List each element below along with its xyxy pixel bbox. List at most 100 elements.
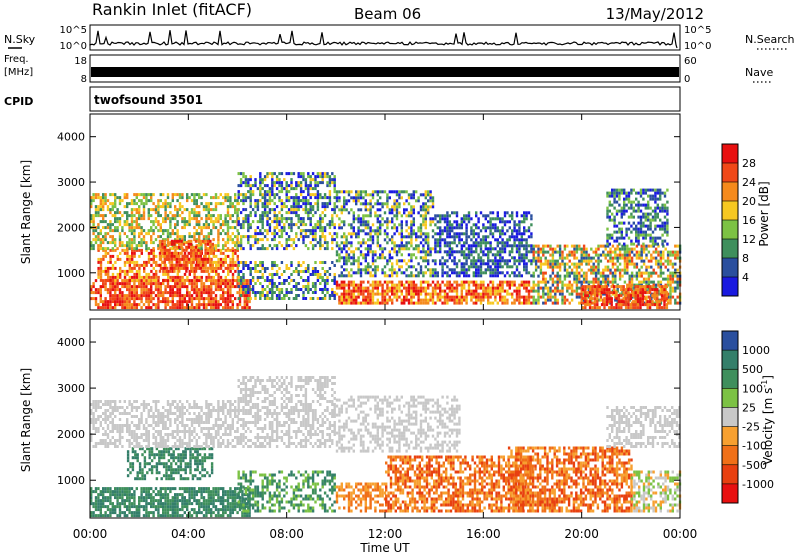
heat-cell bbox=[558, 280, 562, 284]
heat-cell bbox=[304, 205, 308, 209]
heat-cell bbox=[343, 223, 346, 227]
heat-cell bbox=[410, 238, 413, 242]
heat-cell bbox=[162, 297, 165, 301]
heat-cell bbox=[544, 259, 547, 263]
heat-cell bbox=[111, 266, 115, 270]
heat-cell bbox=[518, 274, 521, 278]
heat-cell bbox=[460, 217, 463, 221]
heat-cell bbox=[393, 271, 396, 275]
heat-cell bbox=[163, 260, 166, 264]
heat-cell bbox=[475, 286, 478, 290]
heat-cell bbox=[544, 298, 547, 302]
heat-cell bbox=[369, 295, 372, 299]
heat-cell bbox=[299, 223, 303, 227]
heat-cell bbox=[568, 265, 571, 269]
heat-cell bbox=[319, 196, 322, 200]
heat-cell bbox=[472, 265, 475, 269]
heat-cell bbox=[333, 184, 336, 188]
heat-cell bbox=[431, 280, 435, 284]
heat-cell bbox=[155, 260, 158, 264]
heat-cell bbox=[621, 268, 624, 272]
heat-cell bbox=[371, 190, 375, 194]
heat-cell bbox=[347, 289, 351, 293]
heat-cell bbox=[215, 263, 218, 267]
heat-cell bbox=[666, 280, 670, 284]
heat-cell bbox=[244, 288, 248, 291]
heat-cell bbox=[224, 260, 227, 264]
heat-cell bbox=[314, 235, 317, 239]
heat-cell bbox=[178, 294, 182, 298]
heat-cell bbox=[489, 226, 492, 230]
heat-cell bbox=[295, 232, 298, 236]
heat-cell bbox=[467, 289, 471, 293]
heat-cell bbox=[489, 301, 492, 305]
heat-cell bbox=[511, 211, 514, 215]
heat-cell bbox=[398, 265, 401, 269]
heat-cell bbox=[278, 288, 281, 291]
heat-cell bbox=[558, 289, 562, 293]
heat-cell bbox=[412, 229, 415, 233]
heat-cell bbox=[542, 277, 545, 281]
heat-cell bbox=[128, 263, 131, 267]
heat-cell bbox=[94, 297, 98, 301]
heat-cell bbox=[323, 294, 327, 297]
heat-cell bbox=[234, 205, 237, 209]
heat-cell bbox=[458, 274, 461, 278]
heat-cell bbox=[126, 193, 129, 197]
heat-cell bbox=[630, 250, 634, 254]
heat-cell bbox=[364, 289, 367, 293]
heat-cell bbox=[198, 266, 201, 270]
heat-cell bbox=[352, 301, 355, 305]
heat-cell bbox=[333, 264, 336, 267]
heat-cell bbox=[424, 232, 427, 236]
heat-cell bbox=[214, 303, 218, 307]
heat-cell bbox=[518, 229, 521, 233]
heat-cell bbox=[123, 232, 126, 236]
heat-cell bbox=[436, 271, 439, 275]
heat-cell bbox=[224, 282, 227, 286]
heat-cell bbox=[530, 223, 533, 227]
heat-cell bbox=[202, 257, 205, 261]
heat-cell bbox=[302, 175, 305, 179]
heat-cell bbox=[128, 306, 131, 310]
heat-cell bbox=[659, 265, 663, 269]
heat-cell bbox=[367, 298, 370, 302]
heat-cell bbox=[247, 297, 250, 300]
heat-cell bbox=[173, 257, 176, 261]
heat-cell bbox=[222, 263, 225, 267]
heat-cell bbox=[205, 303, 208, 307]
heat-cell bbox=[111, 229, 114, 233]
heat-cell bbox=[197, 239, 200, 243]
heat-cell bbox=[299, 276, 303, 279]
heat-cell bbox=[157, 223, 160, 227]
heat-cell bbox=[114, 275, 117, 279]
heat-cell bbox=[178, 297, 182, 301]
heat-cell bbox=[295, 288, 298, 291]
heat-cell bbox=[133, 248, 136, 252]
heat-cell bbox=[376, 226, 379, 230]
heat-cell bbox=[391, 238, 394, 242]
heat-cell bbox=[434, 250, 437, 254]
heat-cell bbox=[429, 247, 432, 251]
heat-cell bbox=[506, 271, 509, 275]
heat-cell bbox=[152, 260, 155, 264]
heat-cell bbox=[460, 271, 463, 275]
heat-cell bbox=[391, 286, 394, 290]
heat-cell bbox=[606, 280, 610, 284]
heat-cell bbox=[212, 251, 215, 255]
heat-cell bbox=[140, 306, 143, 310]
heat-cell bbox=[280, 226, 284, 230]
heat-cell bbox=[147, 288, 150, 292]
heat-cell bbox=[138, 244, 141, 248]
heat-cell bbox=[537, 250, 540, 254]
heat-cell bbox=[273, 235, 276, 239]
heat-cell bbox=[388, 208, 391, 212]
heat-cell bbox=[292, 223, 296, 227]
heat-cell bbox=[210, 269, 213, 273]
heat-cell bbox=[314, 196, 317, 200]
heat-cell bbox=[513, 280, 516, 284]
heat-cell bbox=[166, 297, 170, 301]
heat-cell bbox=[297, 205, 300, 209]
heat-cell bbox=[364, 241, 367, 245]
heat-cell bbox=[451, 226, 454, 230]
